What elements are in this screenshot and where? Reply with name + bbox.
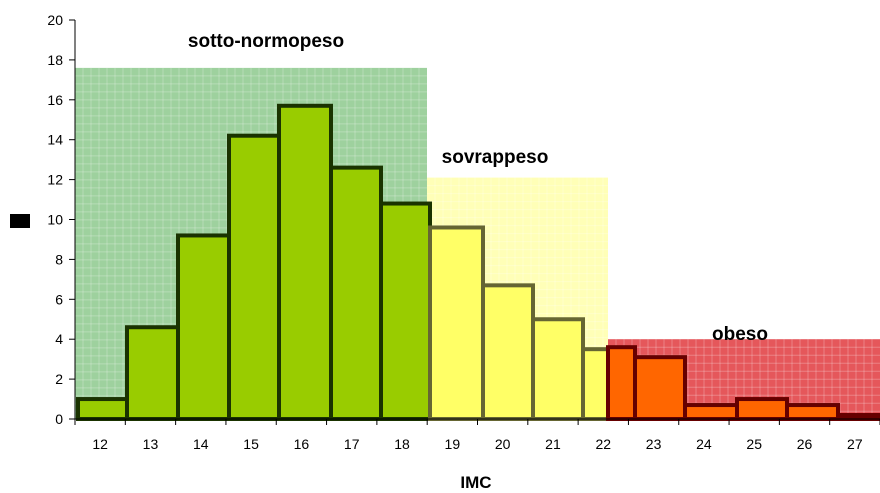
x-tick-label: 16	[294, 436, 310, 452]
bar-17	[329, 165, 383, 421]
x-tick-label: 17	[344, 436, 360, 452]
y-tick-label: 0	[55, 411, 63, 427]
x-tick-label: 19	[445, 436, 461, 452]
x-tick-label: 18	[394, 436, 410, 452]
y-tick-label: 20	[47, 12, 63, 28]
bar-22	[581, 347, 610, 421]
bar-20	[481, 283, 535, 421]
x-tick-label: 24	[696, 436, 712, 452]
bar-26	[785, 403, 840, 422]
x-axis-title: IMC	[460, 473, 491, 492]
x-tick-label: 20	[495, 436, 511, 452]
bar-27	[836, 413, 880, 422]
bar-12	[76, 397, 129, 421]
x-tick-label: 13	[143, 436, 159, 452]
y-tick-label: 8	[55, 251, 63, 267]
y-tick-labels: 0 2 4 6 8 10 12 14 16 18 20	[47, 12, 75, 427]
x-tick-label: 26	[797, 436, 813, 452]
x-tick-labels: 12 13 14 15 16 17 18 19 20 21 22 23 24 25 26 27	[74, 419, 880, 452]
bar-15	[227, 133, 281, 422]
bar-22	[606, 345, 637, 421]
y-axis-marker	[10, 214, 30, 228]
bar-18	[379, 201, 432, 421]
bar-24	[683, 403, 739, 422]
x-tick-label: 27	[847, 436, 863, 452]
y-tick-label: 16	[47, 92, 63, 108]
zone-label-obeso: obeso	[712, 324, 768, 345]
y-tick-label: 4	[55, 331, 63, 347]
bar-23	[633, 355, 687, 421]
y-tick-label: 6	[55, 291, 63, 307]
y-tick-label: 10	[47, 212, 63, 228]
bar-21	[531, 317, 585, 421]
x-tick-label: 12	[92, 436, 108, 452]
x-tick-label: 23	[646, 436, 662, 452]
bar-13	[125, 325, 180, 422]
y-tick-label: 18	[47, 52, 63, 68]
zone-label-sotto-normopeso: sotto-normopeso	[188, 31, 344, 52]
y-tick-label: 12	[47, 172, 63, 188]
bar-25	[735, 397, 789, 421]
bar-16	[277, 103, 333, 421]
x-tick-label: 25	[746, 436, 762, 452]
y-tick-label: 14	[47, 132, 63, 148]
x-tick-label: 14	[193, 436, 209, 452]
x-tick-label: 21	[545, 436, 561, 452]
bar-14	[176, 233, 231, 421]
bar-19	[428, 225, 485, 421]
zone-label-sovrappeso: sovrappeso	[442, 147, 549, 168]
x-tick-label: 15	[243, 436, 259, 452]
x-tick-label: 22	[595, 436, 611, 452]
y-tick-label: 2	[55, 371, 63, 387]
